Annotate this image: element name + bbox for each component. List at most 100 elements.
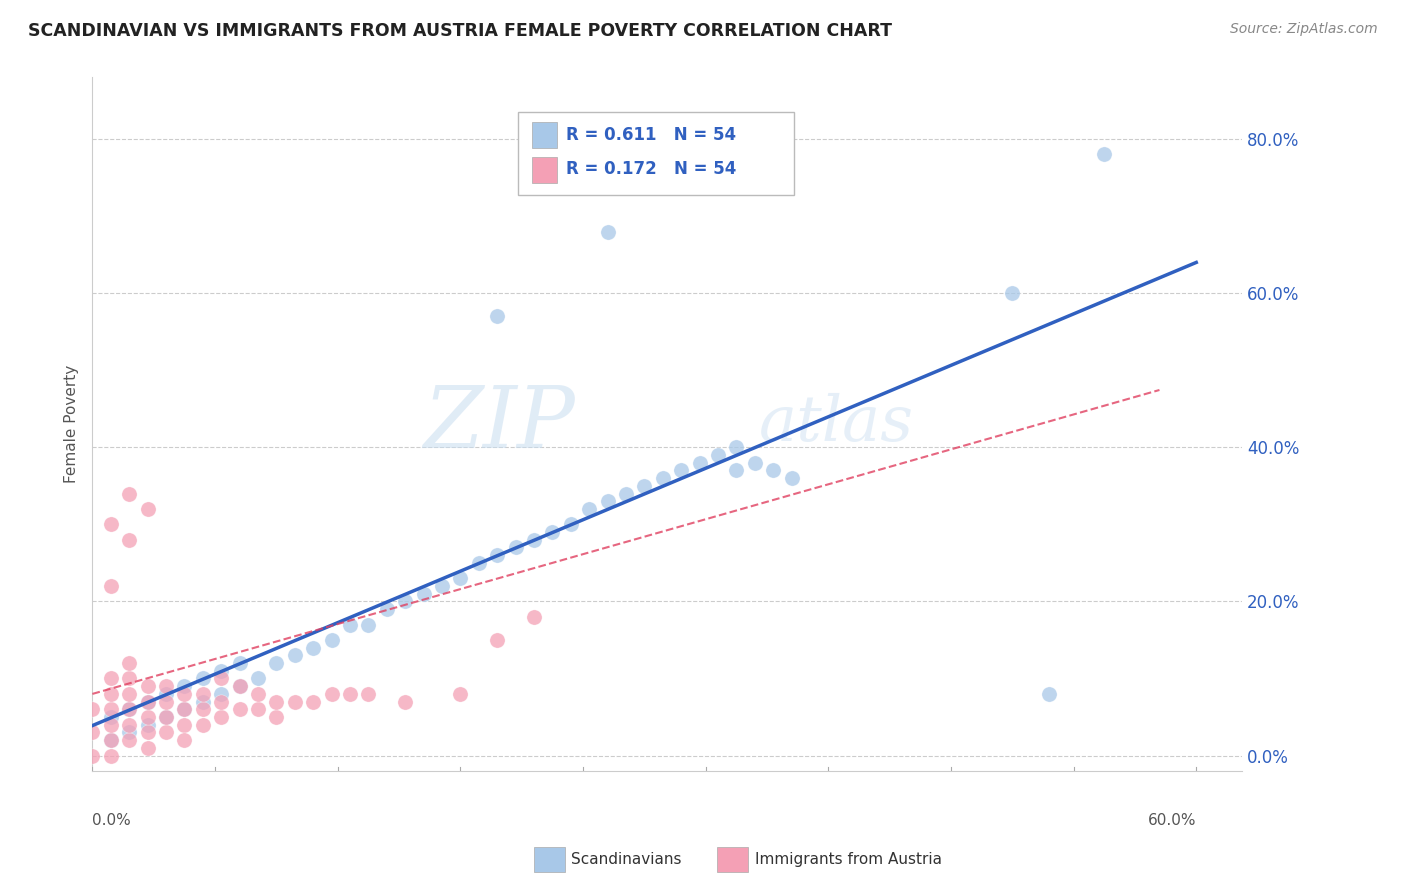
Point [136, 695, 159, 709]
Point [357, 617, 380, 632]
Point [449, 687, 471, 701]
Point [82, 748, 104, 763]
Point [155, 687, 177, 701]
Point [100, 672, 122, 686]
Text: SCANDINAVIAN VS IMMIGRANTS FROM AUSTRIA FEMALE POVERTY CORRELATION CHART: SCANDINAVIAN VS IMMIGRANTS FROM AUSTRIA … [28, 22, 893, 40]
Point [596, 494, 619, 508]
Text: Scandinavians: Scandinavians [571, 853, 682, 867]
Point [523, 533, 546, 547]
Point [191, 717, 214, 731]
Point [744, 456, 766, 470]
Point [118, 656, 141, 670]
Point [100, 748, 122, 763]
Point [762, 463, 785, 477]
Point [173, 679, 195, 693]
Point [614, 486, 637, 500]
Point [100, 733, 122, 747]
Point [689, 456, 711, 470]
Text: Source: ZipAtlas.com: Source: ZipAtlas.com [1230, 22, 1378, 37]
Point [284, 648, 307, 663]
Point [430, 579, 453, 593]
Point [228, 702, 250, 716]
Point [707, 448, 730, 462]
Point [321, 687, 343, 701]
Point [228, 656, 250, 670]
Point [560, 517, 582, 532]
Point [780, 471, 803, 485]
Point [725, 463, 748, 477]
Point [136, 725, 159, 739]
Point [266, 710, 288, 724]
Point [118, 725, 141, 739]
Text: ZIP: ZIP [423, 383, 575, 466]
Point [596, 225, 619, 239]
Point [209, 695, 232, 709]
Point [191, 702, 214, 716]
Point [191, 672, 214, 686]
Point [100, 687, 122, 701]
Text: Immigrants from Austria: Immigrants from Austria [755, 853, 942, 867]
Point [669, 463, 692, 477]
Point [118, 486, 141, 500]
Point [209, 687, 232, 701]
Point [651, 471, 673, 485]
Point [302, 695, 325, 709]
Point [302, 640, 325, 655]
Point [449, 571, 471, 585]
Point [394, 594, 416, 608]
Point [486, 310, 509, 324]
FancyBboxPatch shape [531, 156, 557, 183]
Point [173, 733, 195, 747]
Text: R = 0.172   N = 54: R = 0.172 N = 54 [567, 160, 737, 178]
Point [266, 656, 288, 670]
Point [100, 517, 122, 532]
Point [136, 502, 159, 516]
Point [155, 679, 177, 693]
Text: 60.0%: 60.0% [1147, 814, 1197, 829]
Point [209, 710, 232, 724]
Point [118, 733, 141, 747]
Point [1001, 286, 1024, 301]
Point [284, 695, 307, 709]
Point [82, 702, 104, 716]
Point [228, 679, 250, 693]
Point [321, 632, 343, 647]
Point [486, 548, 509, 562]
Point [486, 632, 509, 647]
Point [82, 725, 104, 739]
Point [100, 702, 122, 716]
Point [375, 602, 398, 616]
Point [118, 702, 141, 716]
Point [266, 695, 288, 709]
Point [136, 717, 159, 731]
Point [136, 710, 159, 724]
Point [209, 672, 232, 686]
Point [246, 672, 269, 686]
Point [246, 702, 269, 716]
Point [155, 710, 177, 724]
Point [505, 541, 527, 555]
Point [1092, 147, 1115, 161]
Point [339, 687, 361, 701]
Point [173, 717, 195, 731]
Text: R = 0.611   N = 54: R = 0.611 N = 54 [567, 126, 737, 144]
Text: atlas: atlas [759, 393, 914, 455]
Point [394, 695, 416, 709]
Point [725, 440, 748, 454]
Point [136, 679, 159, 693]
Point [209, 664, 232, 678]
Point [357, 687, 380, 701]
Point [578, 502, 600, 516]
Point [136, 740, 159, 755]
Point [523, 610, 546, 624]
Point [173, 702, 195, 716]
Point [136, 695, 159, 709]
Point [468, 556, 491, 570]
Point [339, 617, 361, 632]
Point [155, 725, 177, 739]
Point [633, 479, 655, 493]
Point [541, 525, 564, 540]
Point [173, 687, 195, 701]
Point [191, 687, 214, 701]
Y-axis label: Female Poverty: Female Poverty [65, 365, 79, 483]
